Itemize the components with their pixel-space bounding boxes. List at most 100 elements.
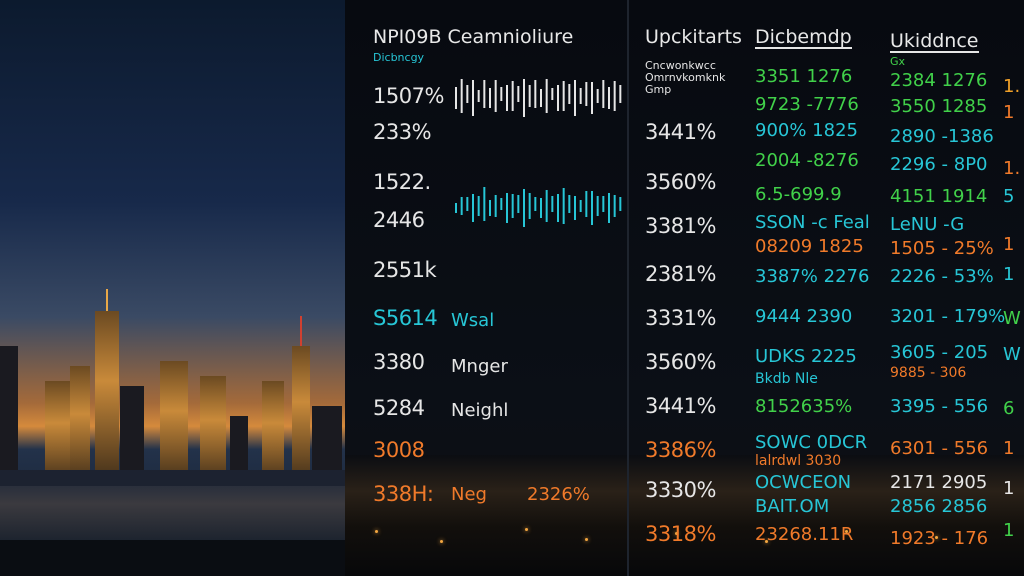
col3-value: UDKS 2225 (755, 346, 857, 367)
col4-value: 3605 - 205 (890, 342, 989, 363)
sparkline-bar (596, 196, 599, 216)
sparkline-bar (477, 90, 480, 102)
sparkline-bar (517, 195, 520, 213)
sparkline-bar (534, 197, 537, 211)
col1-title: NPI09B Ceamnioliure (373, 26, 574, 48)
sparkline-bar (500, 198, 503, 210)
city-light (375, 530, 378, 533)
col3-value: 3351 1276 (755, 66, 853, 87)
sparkline-bar (540, 89, 542, 107)
sparkline-bar (585, 191, 588, 217)
building (200, 376, 226, 486)
sparkline-bar (506, 85, 508, 111)
sparkline-bar (466, 85, 469, 103)
col4-value: 1923 - 176 (890, 528, 989, 549)
col2-value: 3560% (645, 350, 716, 374)
sparkline-bar (585, 82, 588, 106)
sparkline-bar (545, 190, 548, 222)
col1-value: 338H: (373, 482, 434, 506)
sparkline-bar (557, 85, 559, 111)
col4-value: 2856 2856 (890, 496, 988, 517)
sparkline-bar (619, 85, 622, 103)
col4-value: 2226 - 53% (890, 266, 994, 287)
col1-value: 233% (373, 120, 432, 144)
building (262, 381, 284, 486)
sparkline-bar (483, 80, 486, 108)
col5-value: 1 (1003, 520, 1015, 541)
col2-value: 2381% (645, 262, 716, 286)
col4-value: 2890 -1386 (890, 126, 994, 147)
sparkline-bar (574, 80, 576, 116)
col3-title: Dicbemdp (755, 26, 852, 49)
col1-label: Neighl (451, 400, 509, 421)
city-light (440, 540, 443, 543)
sparkline-bar (511, 81, 514, 111)
col3-value: 9444 2390 (755, 306, 853, 327)
col3-value: lalrdwl 3030 (755, 453, 842, 469)
sparkline-bar (455, 87, 457, 109)
sparkline-bar (619, 197, 622, 211)
col4-value: 2171 2905 (890, 472, 988, 493)
antenna (300, 316, 302, 346)
sparkline-bar (528, 193, 531, 219)
sparkline-bar (455, 203, 457, 213)
city-light (525, 528, 528, 531)
col2-value: 3560% (645, 170, 716, 194)
building (292, 346, 310, 486)
col3-value: 2004 -8276 (755, 150, 859, 171)
col1-value: 5284 (373, 396, 425, 420)
col3-value: Bkdb Nle (755, 371, 818, 387)
col4-value: 3395 - 556 (890, 396, 989, 417)
sparkline-bar (608, 87, 610, 109)
col3-value: BAIT.OM (755, 496, 830, 517)
col5-value: 1 (1003, 234, 1015, 255)
col4-value: LeNU -G (890, 214, 965, 235)
sparkline-bar (489, 88, 491, 108)
col3-value: SSON -c Feal (755, 212, 870, 233)
col1-value: 1522. (373, 170, 431, 194)
col2-value: 3330% (645, 478, 716, 502)
col3-value: 08209 1825 (755, 236, 864, 257)
col2-title: Upckitarts (645, 26, 742, 48)
sparkline-bar (613, 81, 616, 111)
sparkline-bar (596, 89, 599, 103)
col3-value: OCWCEON (755, 472, 852, 493)
sparkline-bar (460, 79, 463, 113)
water (0, 486, 345, 546)
col2-value: 3331% (645, 306, 716, 330)
data-panel: NPI09B Ceamnioliure Dicbncgy Upckitarts … (345, 0, 1024, 576)
sparkline-bar (500, 87, 503, 101)
col3-value: 3387% 2276 (755, 266, 870, 287)
col2-subtitle: Omrnvkomknk (645, 71, 726, 84)
sparkline-bar (568, 84, 571, 104)
col1-label: Mnger (451, 356, 508, 377)
sparkline-bar (540, 198, 542, 218)
building (120, 386, 144, 486)
sparkline-bar (523, 189, 525, 227)
night-horizon (345, 455, 1024, 576)
sparkline-bar (545, 79, 548, 113)
city-light (845, 530, 848, 533)
sparkline-bar (523, 79, 525, 117)
building (0, 346, 18, 486)
sparkline-bar (608, 193, 610, 223)
sparkline-bar (477, 196, 480, 216)
col1-value: S5614 (373, 306, 438, 330)
sparkline-bar (534, 80, 537, 108)
col4-value: 2296 - 8P0 (890, 154, 988, 175)
sparkline-bar (574, 196, 576, 220)
col1-value: 3008 (373, 438, 425, 462)
col2-value: 3441% (645, 120, 716, 144)
sparkline-bar (551, 196, 554, 212)
building (45, 381, 71, 486)
col2-subtitle: Cncwonkwcc (645, 59, 716, 72)
sparkline-bar (511, 194, 514, 218)
col2-subtitle: Gmp (645, 83, 672, 96)
col1-label: Neg (451, 484, 487, 505)
sparkline-bar (506, 193, 508, 223)
col4-value: 1505 - 25% (890, 238, 994, 259)
sparkline-bar (579, 200, 582, 212)
sparkline-bar (460, 197, 463, 215)
sparkline-bar (472, 80, 474, 116)
col5-value: 1 (1003, 102, 1015, 123)
